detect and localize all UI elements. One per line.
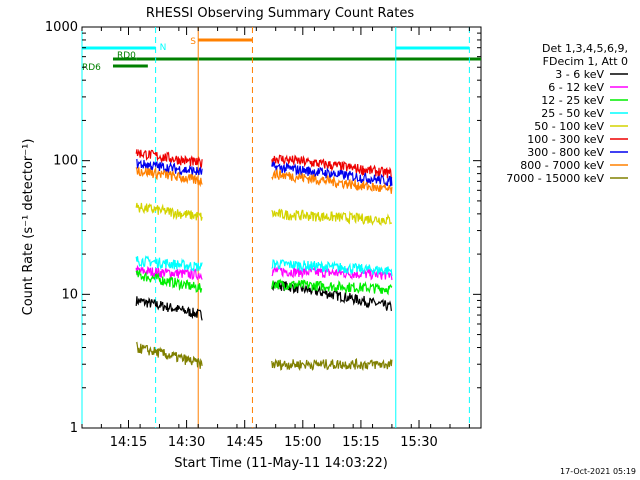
flag-label: N (160, 43, 167, 53)
legend-label: 50 - 100 keV (534, 120, 604, 133)
series-line (271, 160, 393, 187)
x-tick-label: 15:15 (342, 435, 379, 450)
flag-label: RD0 (117, 51, 136, 61)
flag-label: RD6 (82, 63, 101, 73)
flag-label: S (190, 37, 196, 47)
series-line (135, 158, 203, 176)
legend-label: 12 - 25 keV (541, 94, 604, 107)
legend-label: 300 - 800 keV (527, 146, 604, 159)
x-tick-label: 15:30 (400, 435, 437, 450)
series-line (271, 168, 393, 194)
series-line (271, 259, 393, 277)
legend: Det 1,3,4,5,6,9,FDecim 1, Att 03 - 6 keV… (506, 42, 628, 185)
flags-layer: N S RD0 RD6 (82, 37, 481, 73)
chart-title: RHESSI Observing Summary Count Rates (146, 6, 415, 21)
x-axis-label: Start Time (11-May-11 14:03:22) (174, 456, 388, 471)
x-tick-label: 14:45 (226, 435, 263, 450)
y-tick-label: 100 (53, 154, 78, 169)
x-tick-label: 14:15 (110, 435, 147, 450)
series-line (135, 341, 203, 369)
legend-header: Det 1,3,4,5,6,9, (542, 42, 628, 55)
series-line (271, 264, 393, 281)
legend-label: 6 - 12 keV (548, 81, 604, 94)
series-line (271, 278, 393, 296)
y-axis-label: Count Rate (s⁻¹ detector⁻¹) (21, 139, 36, 316)
y-tick-label: 1000 (45, 20, 78, 35)
markers-layer (81, 27, 470, 428)
series-line (135, 148, 203, 171)
y-tick-label: 1 (70, 421, 78, 436)
series-line (135, 166, 203, 188)
timestamp: 17-Oct-2021 05:19 (560, 467, 636, 476)
series-line (135, 202, 203, 221)
legend-label: 800 - 7000 keV (520, 159, 604, 172)
legend-label: 3 - 6 keV (555, 68, 604, 81)
series-line (271, 208, 392, 227)
series-line (135, 296, 203, 321)
axes-layer: 1 10 100 1000 14:15 14:30 14:45 15:00 15:15 15:30 (45, 20, 481, 450)
legend-label: 25 - 50 keV (541, 107, 604, 120)
series-line (271, 357, 393, 372)
y-tick-label: 10 (61, 287, 78, 302)
series-layer (135, 148, 393, 372)
x-tick-label: 15:00 (284, 435, 321, 450)
x-tick-label: 14:30 (168, 435, 205, 450)
series-line (135, 268, 203, 294)
legend-label: 7000 - 15000 keV (506, 172, 604, 185)
series-line (135, 255, 203, 272)
legend-header: FDecim 1, Att 0 (543, 55, 628, 68)
legend-label: 100 - 300 keV (527, 133, 604, 146)
series-line (271, 154, 393, 181)
